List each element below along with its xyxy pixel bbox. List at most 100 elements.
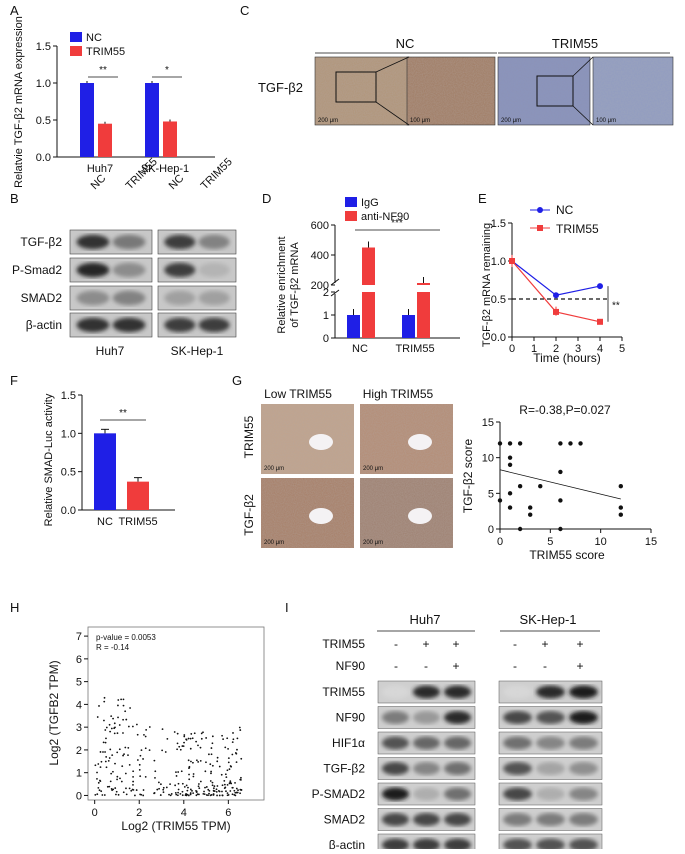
data-point <box>190 733 193 735</box>
condition-sign: - <box>424 659 428 673</box>
x-tick-label: Huh7 <box>87 163 113 175</box>
x-tick-label: SK-Hep-1 <box>141 163 189 175</box>
data-point <box>228 768 231 771</box>
data-point <box>144 735 147 738</box>
data-point <box>177 782 180 785</box>
data-point <box>102 751 104 753</box>
data-point <box>225 776 228 778</box>
data-point <box>105 737 107 740</box>
data-point <box>148 749 151 752</box>
bar <box>145 83 159 157</box>
x-tick-label: 0 <box>497 536 503 548</box>
y-tick-label: 1.0 <box>36 78 51 90</box>
condition-sign: + <box>541 637 548 651</box>
blot-band <box>443 787 472 801</box>
data-point <box>162 788 165 791</box>
data-point <box>229 765 232 767</box>
ihc-border <box>406 56 496 126</box>
data-point <box>183 734 186 736</box>
data-point <box>100 760 103 763</box>
data-point <box>161 728 164 731</box>
blot-band <box>76 290 110 306</box>
bar <box>98 123 112 157</box>
data-point <box>193 732 196 735</box>
data-point <box>507 491 513 496</box>
blot-band <box>381 711 410 724</box>
data-point <box>124 746 127 749</box>
data-point <box>119 777 121 780</box>
data-point <box>205 737 208 739</box>
data-point <box>139 775 142 778</box>
data-point <box>117 716 119 719</box>
blot-band <box>503 787 532 801</box>
data-point <box>208 792 210 795</box>
data-point <box>240 789 242 791</box>
vessel <box>309 434 333 450</box>
r-label: R = -0.14 <box>96 643 130 652</box>
y-axis-label: Relatvie TGF-β2 mRNA expression <box>13 16 25 188</box>
data-point <box>108 723 111 726</box>
x-tick-label: 1 <box>531 343 537 355</box>
data-point <box>176 742 179 745</box>
panel-letter: G <box>232 373 242 388</box>
blot-band <box>412 736 441 750</box>
scale-bar-label: 200 μm <box>264 540 284 546</box>
data-point <box>618 512 623 517</box>
legend-label: NC <box>86 32 102 44</box>
data-point <box>558 469 563 475</box>
bar <box>402 315 415 338</box>
blot-band <box>443 711 472 724</box>
data-point <box>183 741 185 744</box>
data-point <box>202 731 204 734</box>
x-tick-label: 0 <box>92 807 98 819</box>
x-axis-label: Time (hours) <box>533 351 601 365</box>
condition-label: NF90 <box>336 659 366 673</box>
data-point <box>104 741 107 744</box>
col-label: Low TRIM55 <box>264 387 332 401</box>
ihc-border <box>497 56 591 126</box>
y-tick-label: 200 <box>311 280 329 292</box>
y-axis-label: Relative SMAD-Luc activity <box>43 393 55 526</box>
blot-band <box>536 711 565 724</box>
data-point <box>112 717 114 720</box>
data-point <box>182 745 185 748</box>
data-point <box>215 788 218 791</box>
data-point <box>210 753 213 756</box>
blot-band <box>412 762 441 775</box>
blot-band <box>381 685 410 699</box>
blot-band <box>503 813 532 826</box>
data-point <box>188 778 191 781</box>
data-point <box>192 792 195 795</box>
data-point <box>200 737 203 740</box>
data-point <box>185 792 187 795</box>
data-point <box>159 783 162 786</box>
data-point <box>134 794 136 797</box>
data-point <box>110 727 113 730</box>
data-point <box>240 757 243 760</box>
data-point <box>235 787 238 790</box>
data-point <box>116 778 118 781</box>
data-point <box>142 789 145 791</box>
legend-swatch <box>70 46 82 56</box>
data-point <box>174 784 177 787</box>
data-point <box>558 441 563 446</box>
bar <box>127 481 149 510</box>
y-tick-label: 3 <box>76 722 82 734</box>
data-point <box>103 700 106 703</box>
panel-letter: F <box>10 373 18 388</box>
y-tick-label: 0 <box>76 790 82 802</box>
condition-label: TRIM55 <box>322 637 365 651</box>
y-axis-label: Relative enrichment <box>276 236 288 333</box>
blot-band <box>503 711 532 724</box>
data-point <box>115 793 117 796</box>
condition-sign: - <box>513 637 517 651</box>
scale-bar-label: 100 μm <box>596 118 616 124</box>
data-point <box>538 484 543 489</box>
data-point <box>164 751 167 753</box>
data-point <box>578 441 583 446</box>
legend-label: NC <box>556 203 574 217</box>
data-point <box>210 747 213 749</box>
data-point <box>223 779 226 782</box>
data-point <box>199 780 202 783</box>
row-label: TGF-β2 <box>258 80 303 95</box>
